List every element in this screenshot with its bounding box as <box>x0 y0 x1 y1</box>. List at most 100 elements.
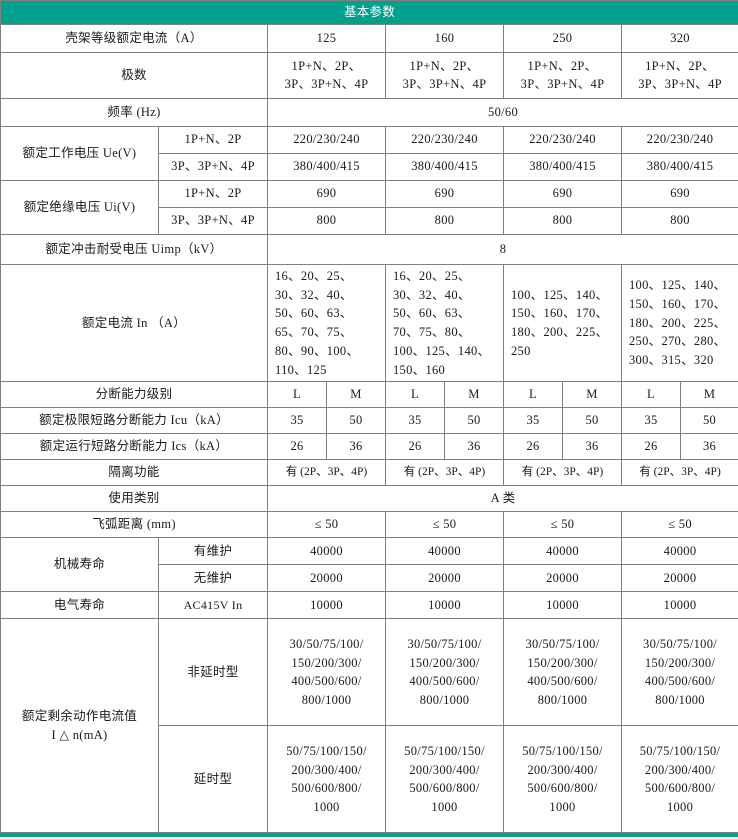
insulation-voltage-label: 额定绝缘电压 Ui(V) <box>0 179 159 235</box>
icu-250-m: 50 <box>562 407 622 435</box>
mechanical-life-2-250: 20000 <box>503 564 622 593</box>
table-title: 基本参数 <box>0 0 738 25</box>
row-frame-rating: 壳架等级额定电流（A） 125 160 250 320 <box>0 23 738 53</box>
residual-delay-160: 50/75/100/150/ 200/300/400/ 500/600/800/… <box>385 725 504 834</box>
utilization-category-value: A 类 <box>266 485 738 513</box>
arc-distance-label: 飞弧距离 (mm) <box>0 511 268 539</box>
frame-rating-320: 320 <box>620 23 738 53</box>
table-title-row: 基本参数 <box>0 0 738 25</box>
rated-current-250: 100、125、140、 150、160、170、 180、200、225、 2… <box>503 263 622 383</box>
arc-distance-125: ≤ 50 <box>267 511 386 539</box>
insulation-voltage-sub-2: 3P、3P+N、4P <box>158 206 268 235</box>
mechanical-life-1-125: 40000 <box>267 537 386 566</box>
isolation-250: 有 (2P、3P、4P) <box>503 459 622 487</box>
row-residual-current-delay: 延时型 50/75/100/150/ 200/300/400/ 500/600/… <box>1 725 738 834</box>
electrical-life-sub: AC415V In <box>158 591 268 620</box>
ics-160-m: 36 <box>444 433 504 461</box>
row-rated-current: 额定电流 In （A） 16、20、25、 30、32、40、 50、60、63… <box>0 263 738 383</box>
mechanical-life-sub-1: 有维护 <box>158 537 268 566</box>
ics-125-l: 26 <box>267 433 327 461</box>
row-frequency: 频率 (Hz) 50/60 <box>0 97 738 127</box>
breaking-class-125-m: M <box>326 381 386 409</box>
breaking-class-320-m: M <box>679 381 738 409</box>
row-arc-distance: 飞弧距离 (mm) ≤ 50 ≤ 50 ≤ 50 ≤ 50 <box>0 511 738 539</box>
residual-delay-125: 50/75/100/150/ 200/300/400/ 500/600/800/… <box>267 725 386 834</box>
frame-rating-125: 125 <box>267 23 386 53</box>
icu-label: 额定极限短路分断能力 Icu（kA） <box>0 407 268 435</box>
icu-160-l: 35 <box>385 407 445 435</box>
row-poles: 极数 1P+N、2P、 3P、3P+N、4P 1P+N、2P、 3P、3P+N、… <box>0 51 738 99</box>
isolation-160: 有 (2P、3P、4P) <box>385 459 504 487</box>
ics-320-m: 36 <box>679 433 738 461</box>
impulse-withstand-value: 8 <box>266 233 738 265</box>
working-voltage-2-320: 380/400/415 <box>620 152 738 181</box>
breaking-class-250-l: L <box>503 381 563 409</box>
row-electrical-life: 电气寿命 AC415V In 10000 10000 10000 10000 <box>0 591 738 620</box>
ics-125-m: 36 <box>326 433 386 461</box>
utilization-category-label: 使用类别 <box>0 485 268 513</box>
mechanical-life-1-160: 40000 <box>385 537 504 566</box>
row-impulse-withstand: 额定冲击耐受电压 Uimp（kV） 8 <box>0 233 738 265</box>
row-breaking-class: 分断能力级别 L M L M L M L M <box>0 381 738 409</box>
mechanical-life-1-250: 40000 <box>503 537 622 566</box>
poles-label: 极数 <box>0 51 268 99</box>
working-voltage-1-250: 220/230/240 <box>503 125 622 154</box>
residual-nondelay-250: 30/50/75/100/ 150/200/300/ 400/500/600/ … <box>503 618 622 727</box>
electrical-life-160: 10000 <box>385 591 504 620</box>
electrical-life-320: 10000 <box>620 591 738 620</box>
row-utilization-category: 使用类别 A 类 <box>0 485 738 513</box>
residual-nondelay-320: 30/50/75/100/ 150/200/300/ 400/500/600/ … <box>620 618 738 727</box>
working-voltage-1-125: 220/230/240 <box>267 125 386 154</box>
insulation-voltage-2-320: 800 <box>620 206 738 235</box>
insulation-voltage-1-250: 690 <box>503 179 622 208</box>
arc-distance-250: ≤ 50 <box>503 511 622 539</box>
electrical-life-label: 电气寿命 <box>0 591 159 620</box>
row-mechanical-life-maintained: 机械寿命 有维护 40000 40000 40000 40000 <box>0 537 738 593</box>
insulation-voltage-2-250: 800 <box>503 206 622 235</box>
mechanical-life-2-125: 20000 <box>267 564 386 593</box>
row-isolation: 隔离功能 有 (2P、3P、4P) 有 (2P、3P、4P) 有 (2P、3P、… <box>0 459 738 487</box>
row-mechanical-life-unmaintained: 无维护 20000 20000 20000 20000 <box>1 564 738 593</box>
poles-value-160: 1P+N、2P、 3P、3P+N、4P <box>385 51 504 99</box>
row-insulation-voltage-3p: 3P、3P+N、4P 800 800 800 800 <box>1 206 738 235</box>
frequency-value: 50/60 <box>266 97 738 127</box>
working-voltage-1-160: 220/230/240 <box>385 125 504 154</box>
insulation-voltage-1-125: 690 <box>267 179 386 208</box>
mechanical-life-1-320: 40000 <box>620 537 738 566</box>
residual-current-sub-delay: 延时型 <box>158 725 268 834</box>
mechanical-life-sub-2: 无维护 <box>158 564 268 593</box>
breaking-class-160-m: M <box>444 381 504 409</box>
residual-current-label: 额定剩余动作电流值 I △ n(mA) <box>0 618 159 834</box>
residual-current-sub-nondelay: 非延时型 <box>158 618 268 727</box>
insulation-voltage-1-320: 690 <box>620 179 738 208</box>
residual-nondelay-160: 30/50/75/100/ 150/200/300/ 400/500/600/ … <box>385 618 504 727</box>
electrical-life-250: 10000 <box>503 591 622 620</box>
mechanical-life-2-320: 20000 <box>620 564 738 593</box>
breaking-class-125-l: L <box>267 381 327 409</box>
row-working-voltage-1p: 额定工作电压 Ue(V) 1P+N、2P 220/230/240 220/230… <box>0 125 738 181</box>
rated-current-label: 额定电流 In （A） <box>0 263 268 383</box>
working-voltage-label: 额定工作电压 Ue(V) <box>0 125 159 181</box>
isolation-320: 有 (2P、3P、4P) <box>620 459 738 487</box>
icu-320-m: 50 <box>679 407 738 435</box>
ics-250-m: 36 <box>562 433 622 461</box>
mechanical-life-2-160: 20000 <box>385 564 504 593</box>
row-ics: 额定运行短路分断能力 Ics（kA） 26 36 26 36 26 36 26 … <box>0 433 738 461</box>
breaking-class-250-m: M <box>562 381 622 409</box>
impulse-withstand-label: 额定冲击耐受电压 Uimp（kV） <box>0 233 268 265</box>
rated-current-320: 100、125、140、 150、160、170、 180、200、225、 2… <box>620 263 738 383</box>
row-icu: 额定极限短路分断能力 Icu（kA） 35 50 35 50 35 50 35 … <box>0 407 738 435</box>
working-voltage-sub-1: 1P+N、2P <box>158 125 268 154</box>
insulation-voltage-sub-1: 1P+N、2P <box>158 179 268 208</box>
frame-rating-160: 160 <box>385 23 504 53</box>
bottom-accent-rule <box>0 833 738 838</box>
rated-current-125: 16、20、25、 30、32、40、 50、60、63、 65、70、75、 … <box>267 263 386 383</box>
working-voltage-2-160: 380/400/415 <box>385 152 504 181</box>
residual-delay-320: 50/75/100/150/ 200/300/400/ 500/600/800/… <box>620 725 738 834</box>
ics-250-l: 26 <box>503 433 563 461</box>
ics-320-l: 26 <box>621 433 681 461</box>
working-voltage-2-125: 380/400/415 <box>267 152 386 181</box>
row-residual-current-nondelay: 额定剩余动作电流值 I △ n(mA) 非延时型 30/50/75/100/ 1… <box>0 618 738 834</box>
breaking-class-320-l: L <box>621 381 681 409</box>
